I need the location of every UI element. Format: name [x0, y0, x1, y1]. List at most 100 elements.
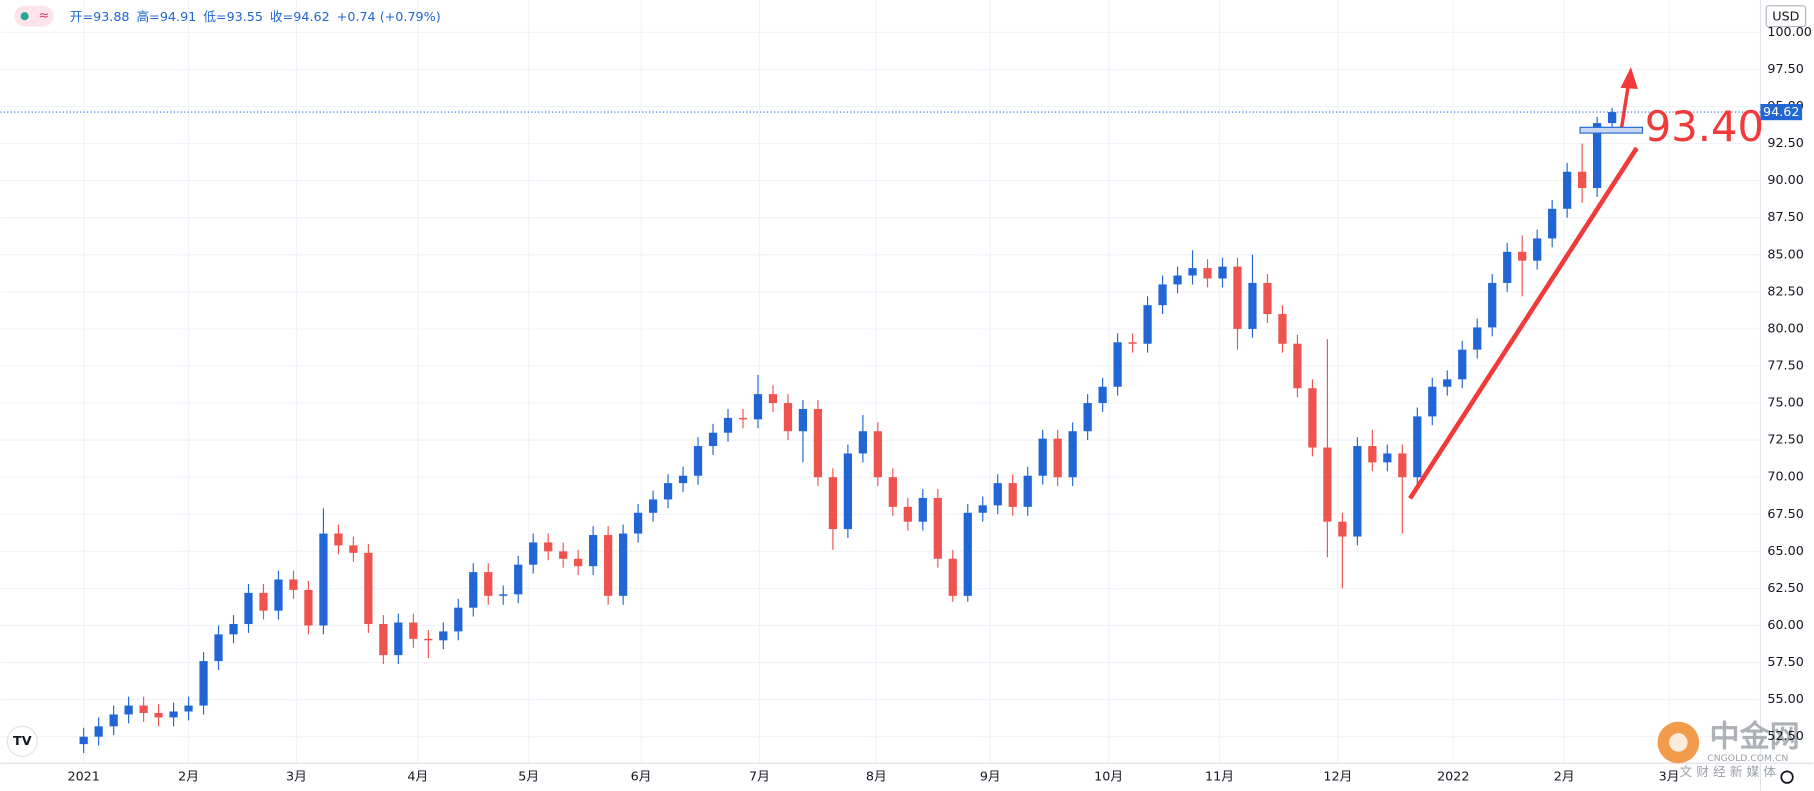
candle-body: [499, 594, 508, 596]
candle-body: [514, 564, 523, 595]
settings-icon[interactable]: [1780, 770, 1794, 784]
candle-body: [948, 558, 957, 596]
x-tick-label: 3月: [1659, 769, 1680, 784]
grid: [0, 0, 1761, 764]
logo[interactable]: [6, 725, 38, 757]
candle-body: [618, 533, 628, 596]
candle-body: [1383, 453, 1392, 463]
x-tick-label: 7月: [749, 769, 770, 784]
candle-body: [843, 453, 853, 530]
y-tick-label: 70.00: [1767, 469, 1803, 484]
candle-body: [693, 446, 703, 476]
candle-body: [259, 592, 268, 611]
y-tick-label: 60.00: [1767, 617, 1803, 632]
candle-body: [1503, 251, 1512, 283]
y-tick-label: 87.50: [1767, 209, 1803, 224]
candle-body: [903, 506, 912, 522]
candle-body: [394, 622, 403, 656]
candle-body: [559, 551, 568, 559]
candle-body: [1218, 266, 1227, 279]
candle-body: [274, 579, 283, 611]
arrow-shaft: [1619, 82, 1631, 128]
candle-body: [1592, 123, 1602, 189]
y-tick-label: 85.00: [1767, 246, 1803, 261]
candle-body: [1203, 268, 1212, 279]
last-price-label: 94.62: [1763, 104, 1799, 119]
candle-body: [289, 579, 298, 590]
candle-body: [738, 417, 748, 420]
logo-mark: TV: [13, 733, 32, 748]
ohlc-value: 高=94.91: [136, 9, 196, 24]
candle-body: [648, 499, 658, 513]
symbol-badge[interactable]: [14, 5, 54, 27]
x-tick-label: 2月: [178, 769, 199, 784]
x-tick-label: 8月: [866, 769, 887, 784]
candle-body: [94, 726, 103, 737]
annotation-label: 93.40: [1645, 102, 1764, 151]
watermark-logo-inner: [1669, 733, 1688, 752]
candle-body: [1578, 171, 1587, 189]
candle-body: [154, 712, 163, 718]
candle-body: [1293, 343, 1302, 389]
candle-body: [678, 475, 688, 484]
candle-body: [109, 714, 118, 727]
candle-body: [1053, 438, 1062, 478]
candle-body: [1338, 521, 1347, 537]
candle-body: [1173, 275, 1182, 285]
candle-body: [469, 572, 478, 608]
candles: [79, 107, 1617, 754]
y-tick-label: 55.00: [1767, 691, 1803, 706]
candle-body: [1323, 447, 1332, 522]
x-tick-label: 2月: [1554, 769, 1575, 784]
x-tick-label: 11月: [1205, 769, 1234, 784]
candle-body: [1443, 379, 1452, 387]
status-dot: [20, 12, 29, 21]
x-tick-label: 2022: [1437, 769, 1469, 784]
candle-body: [334, 533, 343, 546]
candle-body: [933, 497, 942, 559]
candle-body: [1083, 403, 1092, 432]
candle-body: [544, 542, 553, 552]
candle-body: [1398, 453, 1407, 478]
candle-body: [304, 589, 313, 626]
candle-body: [1458, 349, 1467, 380]
x-tick-label: 4月: [407, 769, 428, 784]
candle-body: [124, 705, 133, 715]
y-tick-label: 90.00: [1767, 172, 1803, 187]
candle-body: [1068, 431, 1077, 478]
candle-body: [978, 505, 987, 513]
candle-body: [424, 638, 433, 641]
x-tick-label: 5月: [518, 769, 539, 784]
candle-body: [244, 592, 253, 625]
candle-body: [1143, 305, 1152, 344]
currency[interactable]: USD: [1772, 8, 1799, 23]
watermark-slogan: 文 财 经 新 媒 体: [1679, 764, 1776, 779]
y-tick-label: 75.00: [1767, 395, 1803, 410]
candle-body: [484, 572, 493, 596]
candle-body: [529, 542, 538, 565]
candle-body: [1548, 208, 1557, 239]
currency-button[interactable]: [1765, 5, 1807, 28]
y-tick-label: 72.50: [1767, 432, 1803, 447]
candle-body: [1607, 112, 1617, 124]
y-tick-label: 65.00: [1767, 543, 1803, 558]
candle-body: [379, 624, 388, 656]
y-tick-label: 97.50: [1767, 61, 1803, 76]
candle-body: [229, 624, 238, 635]
candle-body: [708, 432, 718, 447]
candle-body: [1158, 284, 1167, 306]
candle-body: [1038, 438, 1047, 476]
candle-body: [888, 477, 897, 507]
candle-body: [79, 736, 88, 745]
candle-body: [1473, 327, 1482, 350]
candle-body: [574, 558, 583, 567]
candle-body: [364, 552, 373, 625]
watermark-name: 中金网: [1710, 719, 1800, 754]
candle-body: [439, 631, 448, 641]
ohlc-value: 收=94.62: [270, 9, 330, 24]
candle-body: [1008, 483, 1017, 507]
candle-body: [723, 417, 733, 433]
candle-body: [798, 408, 808, 432]
